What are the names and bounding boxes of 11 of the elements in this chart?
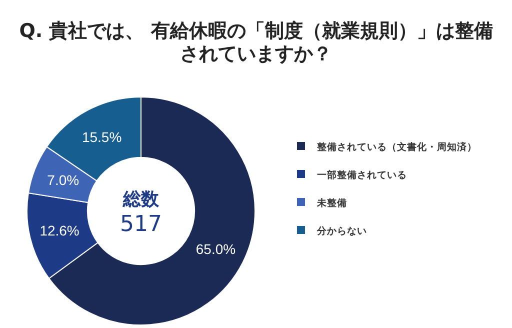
- data-label: 15.5%: [82, 128, 122, 145]
- data-label: 12.6%: [40, 222, 80, 239]
- text: 総数: [122, 189, 160, 210]
- chart-title: Q. 貴社では、 有給休暇の「制度（就業規則）」は整備されていますか？: [18, 20, 494, 66]
- data-label: 7.0%: [47, 172, 80, 188]
- legend-label: 整備されている（文書化・周知済）: [316, 141, 477, 153]
- legend-label: 未整備: [316, 197, 347, 209]
- data-label: 65.0%: [196, 240, 236, 257]
- text: 517: [120, 212, 162, 237]
- legend-label: 一部整備されている: [317, 169, 407, 181]
- legend-label: 分からない: [316, 225, 367, 237]
